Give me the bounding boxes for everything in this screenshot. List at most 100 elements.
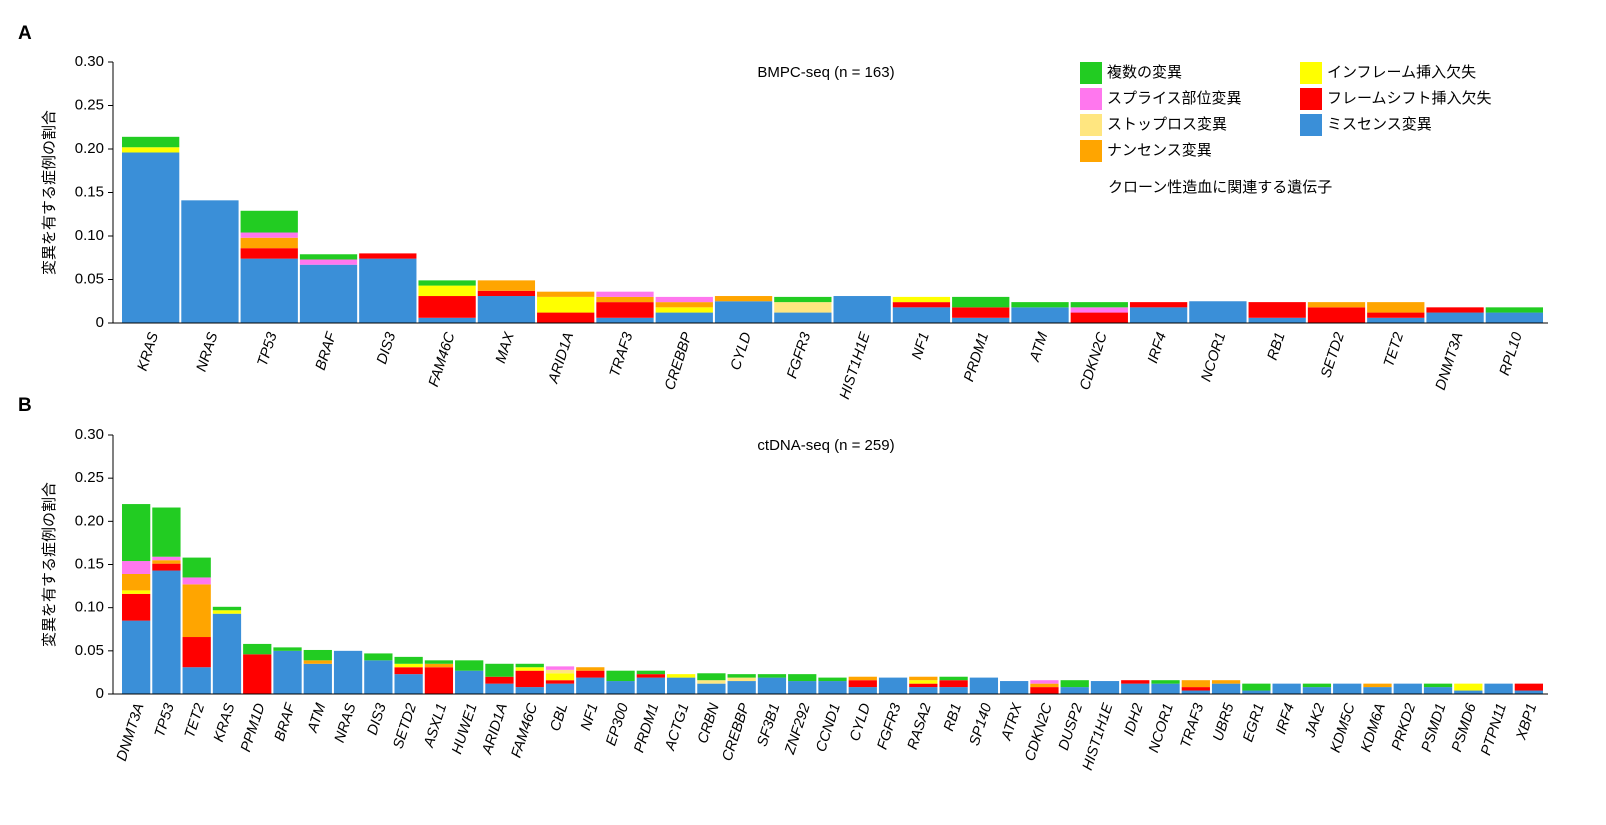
bar-segment (424, 660, 454, 664)
bar-segment (545, 673, 575, 681)
bar-segment (240, 232, 298, 238)
x-tick-label: PRDM1 (961, 330, 992, 383)
x-tick-label: RB1 (941, 701, 965, 733)
bar-segment (477, 290, 536, 297)
bar-segment (1485, 307, 1543, 313)
bar-segment (240, 210, 298, 233)
x-tick-label: KRAS (211, 701, 239, 744)
bar-segment (1242, 690, 1271, 694)
bar-segment (299, 264, 358, 323)
bar-segment (1030, 687, 1059, 694)
bar-segment (655, 302, 713, 308)
y-tick-label: 0.15 (75, 555, 104, 572)
bar-segment (1454, 683, 1483, 691)
bar-segment (1000, 681, 1029, 694)
bar-segment (240, 248, 298, 259)
bar-segment (1211, 680, 1241, 684)
x-tick-label: BRAF (272, 700, 300, 743)
bar-segment (545, 683, 575, 694)
bar-segment (424, 663, 454, 668)
bar-segment (1302, 683, 1332, 688)
x-tick-label: IRF4 (1273, 701, 1298, 736)
bar-segment (1070, 312, 1128, 323)
bar-segment (1484, 683, 1513, 694)
bar-segment (1070, 302, 1128, 308)
bar-segment (122, 573, 151, 591)
legend-label: フレームシフト挿入欠失 (1327, 90, 1492, 107)
x-tick-label: NF1 (578, 701, 602, 732)
bar-segment (243, 643, 272, 655)
bar-segment (1189, 301, 1247, 323)
bar-segment (455, 660, 484, 671)
bar-segment (1454, 690, 1483, 694)
bar-segment (788, 674, 817, 682)
bar-segment (892, 307, 951, 323)
x-tick-label: KRAS (135, 330, 163, 373)
bar-segment (1151, 680, 1180, 684)
bar-segment (537, 296, 595, 313)
legend-swatch (1080, 140, 1102, 162)
bar-segment (303, 649, 332, 661)
bar-segment (909, 683, 938, 688)
x-tick-label: CREBBP (719, 701, 753, 763)
legend-label: ミスセンス変異 (1327, 116, 1432, 133)
legend-swatch (1300, 114, 1322, 136)
bar-segment (1129, 302, 1188, 308)
y-axis-label: 変異を有する症例の割合 (41, 482, 58, 647)
bar-segment (1030, 683, 1059, 688)
y-tick-label: 0.10 (75, 599, 104, 616)
chart-title: BMPC-seq (n = 163) (757, 64, 894, 81)
bar-segment (576, 667, 605, 671)
bar-segment (1060, 687, 1089, 694)
x-tick-label: CDKN2C (1077, 330, 1111, 392)
bar-segment (122, 590, 151, 594)
x-tick-label: ASXL1 (421, 701, 450, 750)
bar-segment (152, 556, 181, 561)
bar-segment (714, 296, 773, 302)
x-tick-label: DUSP2 (1056, 701, 1086, 752)
bar-segment (596, 317, 654, 323)
x-tick-label: ZNF292 (782, 701, 814, 757)
x-tick-label: PRKD2 (1389, 701, 1419, 752)
x-tick-label: CYLD (847, 701, 874, 743)
x-tick-label: RASA2 (905, 701, 935, 751)
x-tick-label: FAM46C (509, 701, 542, 760)
x-tick-label: CDKN2C (1022, 701, 1056, 763)
bar-segment (1121, 680, 1150, 684)
bar-segment (727, 681, 756, 694)
x-tick-label: NRAS (332, 701, 360, 745)
bar-segment (455, 670, 484, 694)
bar-segment (485, 676, 514, 684)
bar-segment (333, 650, 363, 694)
x-tick-label: NF1 (909, 330, 933, 361)
bar-segment (1514, 683, 1543, 691)
bar-segment (774, 302, 832, 313)
x-tick-label: PSMD6 (1449, 701, 1480, 754)
x-tick-label: KDM5C (1328, 701, 1359, 755)
bar-segment (1514, 690, 1543, 694)
x-tick-label: HIST1H1E (837, 330, 874, 401)
y-tick-label: 0.25 (75, 96, 104, 113)
bar-segment (878, 677, 908, 694)
bar-segment (359, 258, 417, 323)
x-tick-label: ATM (305, 701, 330, 736)
x-tick-label: CYLD (728, 330, 755, 372)
bar-segment (848, 687, 877, 694)
bar-segment (485, 683, 514, 694)
bar-segment (1248, 317, 1306, 323)
x-tick-label: PPM1D (238, 701, 269, 753)
bar-segment (714, 301, 773, 323)
bar-segment (182, 557, 211, 578)
bar-segment (1426, 312, 1484, 323)
bar-segment (818, 677, 847, 682)
bar-segment (892, 302, 951, 308)
x-tick-label: ARID1A (545, 330, 577, 386)
x-tick-label: CCND1 (813, 701, 844, 753)
bar-segment (212, 606, 242, 611)
bar-segment (636, 674, 665, 678)
y-axis-label: 変異を有する症例の割合 (41, 110, 58, 275)
legend-label: ナンセンス変異 (1107, 142, 1212, 159)
bar-segment (122, 152, 180, 323)
x-tick-label: JAK2 (1302, 701, 1328, 740)
y-tick-label: 0 (96, 685, 104, 702)
